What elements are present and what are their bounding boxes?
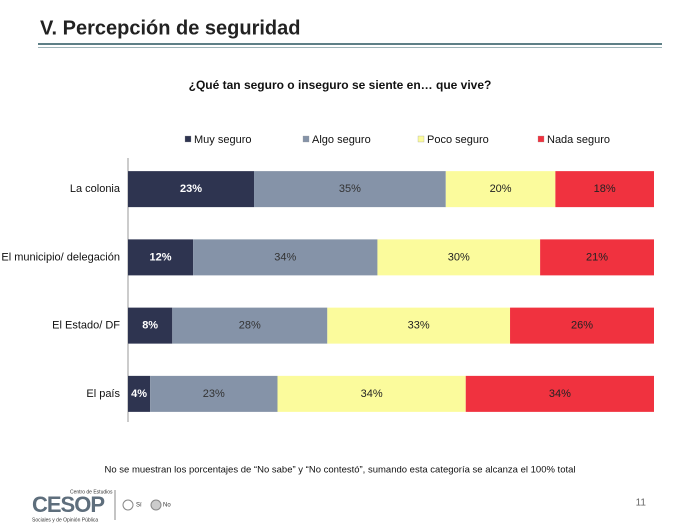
logo-tagline-top: Centro de Estudios (70, 489, 113, 495)
data-label: 34% (361, 388, 383, 400)
data-label: 8% (142, 320, 158, 332)
y-tick-label: La colonia (70, 183, 121, 195)
logo-icon (150, 499, 162, 511)
legend-label: Algo seguro (312, 134, 371, 146)
bar-segment (128, 171, 255, 208)
logo-no: No (163, 503, 171, 509)
bar-segment (327, 307, 511, 344)
y-tick-label: El país (86, 388, 120, 400)
bar-segment (128, 375, 151, 412)
data-label: 34% (549, 388, 571, 400)
data-label: 23% (180, 183, 202, 195)
legend-swatch (184, 135, 192, 143)
legend-swatch (417, 135, 425, 143)
data-label: 12% (150, 251, 172, 263)
bar-segment (172, 307, 328, 344)
legend-swatch (537, 135, 545, 143)
data-label: 18% (594, 183, 616, 195)
logo-icon (122, 499, 134, 511)
slide-title: V. Percepción de seguridad (40, 17, 300, 39)
data-label: 33% (408, 320, 430, 332)
page-number: 11 (636, 498, 647, 509)
bar-segment (128, 239, 194, 276)
title-rule-thin (38, 47, 662, 48)
data-label: 26% (571, 320, 593, 332)
data-label: 20% (490, 183, 512, 195)
y-tick-label: El Estado/ DF (52, 320, 120, 332)
data-label: 23% (203, 388, 225, 400)
data-label: 34% (274, 251, 296, 263)
bar-segment (445, 171, 556, 208)
data-label: 4% (131, 388, 147, 400)
bar-segment (193, 239, 378, 276)
bar-segment (128, 307, 173, 344)
footnote: No se muestran los porcentajes de “No sa… (104, 465, 575, 476)
bar-segment (540, 239, 654, 276)
legend-label: Poco seguro (427, 134, 489, 146)
bar-segment (150, 375, 278, 412)
legend-swatch (302, 135, 310, 143)
data-label: 35% (339, 183, 361, 195)
legend-label: Muy seguro (194, 134, 251, 146)
y-tick-label: El municipio/ delegación (1, 251, 120, 263)
data-label: 21% (586, 251, 608, 263)
bar-segment (254, 171, 446, 208)
data-label: 28% (239, 320, 261, 332)
logo: Centro de Estudios CESOP Sociales y de O… (32, 489, 171, 523)
bar-segment (277, 375, 466, 412)
bar-segment (465, 375, 654, 412)
chart-title: ¿Qué tan seguro o inseguro se siente en…… (189, 78, 492, 92)
logo-tagline-bottom: Sociales y de Opinión Pública (32, 517, 98, 523)
logo-yes: Sí (136, 503, 142, 509)
logo-name: CESOP (32, 492, 104, 517)
bar-segment (510, 307, 654, 344)
data-label: 30% (448, 251, 470, 263)
bar-segment (377, 239, 541, 276)
bar-segment (555, 171, 654, 208)
title-rule (38, 43, 662, 45)
legend-label: Nada seguro (547, 134, 610, 146)
